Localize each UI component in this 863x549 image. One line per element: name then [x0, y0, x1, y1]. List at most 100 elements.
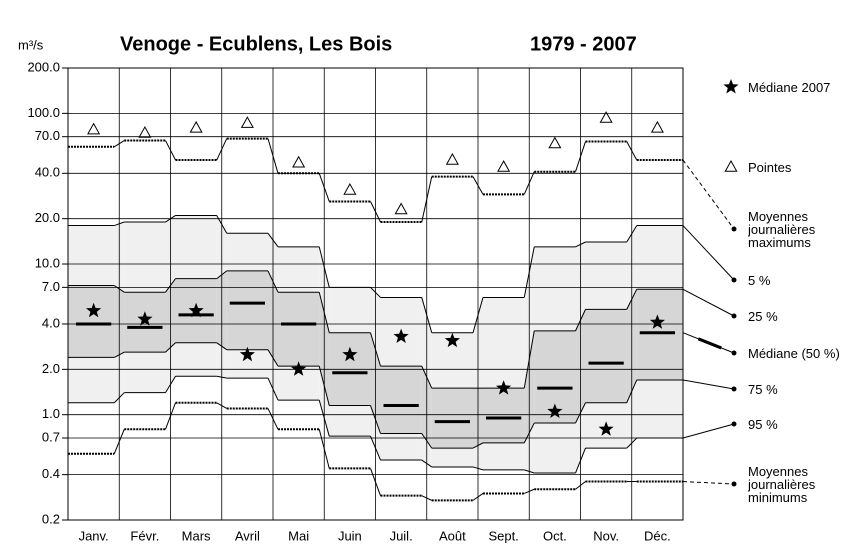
star-marker: [86, 302, 102, 318]
x-tick-label: Mars: [182, 528, 211, 543]
step-connector: [523, 246, 535, 298]
step-connector: [370, 201, 381, 223]
step-connector: [114, 221, 125, 227]
star-marker: [496, 380, 512, 395]
legend-connector: [682, 225, 735, 281]
step-connector: [472, 493, 484, 501]
x-tick-label: Avril: [235, 528, 260, 543]
y-tick-label: 0.4: [42, 466, 60, 481]
step-connector: [626, 437, 638, 449]
legend-entry: 95 %: [748, 416, 778, 432]
y-tick-label: 7.0: [42, 279, 60, 294]
legend-entry: Moyennes journalières minimums: [748, 463, 816, 505]
star-marker: [239, 346, 255, 362]
band-fill: [431, 388, 473, 449]
step-connector: [113, 429, 125, 454]
step-connector: [318, 173, 330, 202]
star-marker: [137, 311, 153, 326]
step-connector: [370, 332, 381, 367]
band-fill: [226, 270, 268, 350]
legend-label: Moyennes journalières minimums: [748, 463, 816, 505]
y-tick-label: 70.0: [35, 128, 60, 143]
step-connector: [472, 442, 484, 449]
plot-frame: [67, 67, 684, 521]
step-connector: [370, 435, 381, 461]
y-tick-label: 20.0: [35, 210, 60, 225]
y-tick-label: 200.0: [27, 59, 60, 74]
triangle-marker: [650, 120, 664, 133]
step-connector: [472, 176, 484, 195]
legend-label: 95 %: [748, 416, 778, 432]
step-connector: [318, 366, 330, 406]
step-connector: [267, 349, 279, 367]
star-marker: [291, 361, 307, 376]
legend-label: Médiane (50 %): [748, 345, 840, 361]
chart-title: Venoge - Ecublens, Les Bois: [120, 33, 392, 55]
legend-connector: [682, 288, 735, 317]
y-tick-label: 4.0: [42, 315, 60, 330]
chart-subtitle: 1979 - 2007: [530, 33, 637, 55]
step-connector: [575, 241, 586, 248]
legend-label: Médiane 2007: [748, 79, 831, 95]
x-tick-label: Juin: [338, 528, 362, 543]
star-marker: [547, 403, 563, 418]
band-fill: [483, 388, 525, 443]
legend-median-mark: [697, 337, 722, 350]
y-axis-label: m³/s: [18, 37, 44, 52]
step-connector: [318, 429, 330, 469]
step-connector: [421, 495, 432, 501]
band-fill: [636, 289, 683, 380]
legend-marker: [724, 159, 738, 172]
step-connector: [626, 141, 638, 161]
legend-label: 25 %: [748, 308, 778, 324]
step-connector: [370, 405, 381, 434]
band-fill: [68, 285, 115, 358]
legend-entry: Pointes: [748, 161, 791, 174]
x-tick-label: Oct.: [543, 528, 567, 543]
legend-entry: 5 %: [748, 274, 770, 287]
step-connector: [267, 408, 279, 430]
step-connector: [421, 176, 433, 223]
band-fill: [380, 366, 422, 434]
legend-entry: 25 %: [748, 308, 778, 324]
step-connector: [165, 215, 176, 223]
legend-label: Moyennes journalières maximums: [748, 208, 816, 250]
step-connector: [370, 287, 381, 298]
legend-connector: [682, 379, 735, 390]
step-connector: [113, 392, 125, 404]
step-connector: [216, 270, 228, 280]
step-connector: [165, 402, 176, 430]
star-marker: [444, 332, 460, 348]
step-connector: [523, 330, 535, 389]
y-tick-label: 10.0: [35, 255, 60, 270]
x-tick-label: Déc.: [644, 528, 671, 543]
step-connector: [626, 289, 638, 310]
step-connector: [524, 469, 535, 474]
step-connector: [216, 402, 227, 409]
legend-entry: Moyennes journalières maximums: [748, 208, 816, 250]
step-connector: [575, 481, 586, 490]
x-tick-label: Août: [439, 528, 466, 543]
step-connector: [165, 375, 176, 393]
legend-marker: [723, 79, 739, 94]
step-connector: [575, 141, 586, 172]
legend-connector: [682, 159, 735, 230]
step-connector: [626, 379, 638, 403]
y-tick-label: 0.2: [42, 511, 60, 526]
step-connector: [113, 140, 125, 148]
triangle-marker: [343, 182, 357, 195]
triangle-marker: [394, 202, 408, 215]
x-tick-label: Mai: [288, 528, 309, 543]
triangle-marker: [445, 153, 459, 165]
step-connector: [165, 140, 176, 161]
step-connector: [523, 422, 535, 444]
step-connector: [575, 447, 586, 474]
step-connector: [626, 225, 638, 243]
step-connector: [421, 365, 433, 389]
step-connector: [421, 433, 433, 449]
step-connector: [267, 232, 279, 248]
triangle-marker: [292, 155, 306, 168]
legend-entry: Médiane 2007: [748, 79, 831, 95]
legend-label: 75 %: [748, 381, 778, 397]
